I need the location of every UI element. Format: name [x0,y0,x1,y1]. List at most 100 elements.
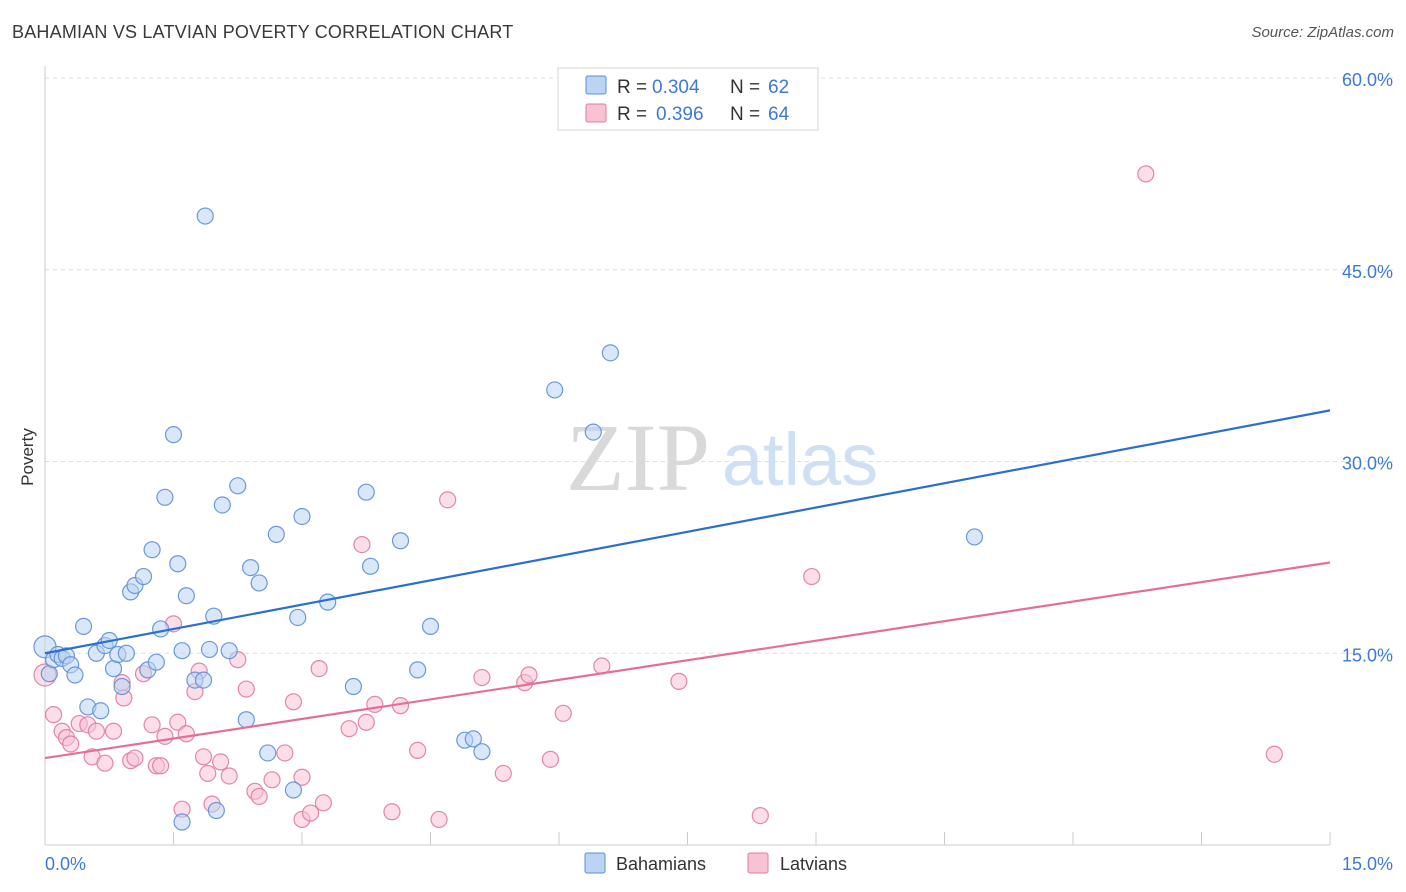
point-latvians [670,672,688,690]
point-bahamians [200,640,219,659]
point-latvians [1137,165,1155,183]
point-bahamians [965,528,984,546]
point-bahamians [267,525,285,543]
legend-r-value-bahamians: 0.304 [652,77,700,98]
series-legend-swatch-latvians [747,852,769,874]
point-latvians [143,716,161,734]
point-bahamians [113,677,131,696]
point-latvians [220,767,238,785]
legend-swatch-latvians [585,103,607,123]
point-latvians [104,722,123,740]
series-legend-swatch-bahamians [584,852,606,874]
point-latvians [212,753,230,771]
point-bahamians [421,617,440,636]
point-latvians [383,803,401,821]
legend-n-label: N = [730,77,760,98]
point-bahamians [391,532,410,550]
series-legend-label-bahamians: Bahamians [616,854,706,874]
y-tick-label: 60.0% [1342,70,1393,90]
point-latvians [96,754,114,772]
point-bahamians [74,617,93,636]
point-bahamians [152,620,170,638]
y-axis-label: Poverty [18,428,37,486]
point-bahamians [344,677,362,696]
point-bahamians [473,743,491,761]
legend-n-value-bahamians: 62 [768,77,789,98]
point-latvians [520,666,538,684]
point-bahamians [409,661,427,679]
x-axis-tick-labels: 0.0% 15.0% [45,854,1393,874]
point-latvians [301,804,320,822]
trend-lines [44,409,1331,760]
watermark-zip: ZIP [566,404,710,511]
point-latvians [366,695,384,713]
point-bahamians [237,711,255,729]
watermark-atlas: atlas [722,418,878,501]
point-latvians [494,764,512,783]
point-latvians [430,810,448,829]
point-latvians [250,787,268,806]
x-tick-label: 0.0% [45,854,86,874]
point-latvians [310,659,328,678]
x-tick-label: 15.0% [1342,854,1393,874]
point-bahamians [66,666,84,684]
x-axis-ticks [44,832,1331,845]
point-latvians [284,693,303,711]
point-latvians [314,794,333,812]
point-latvians [44,706,63,724]
legend-swatch-bahamians [585,75,607,95]
point-bahamians [259,744,277,762]
point-bahamians [220,642,238,660]
legend-r-label: R = [617,104,647,125]
point-bahamians [92,702,110,720]
point-bahamians [357,483,375,501]
point-latvians [152,757,170,775]
point-latvians [169,713,187,731]
point-latvians [751,806,769,825]
point-bahamians [289,608,307,627]
point-bahamians [164,426,183,444]
point-latvians [156,727,174,745]
point-bahamians [147,653,165,671]
series-legend-label-latvians: Latvians [780,854,847,874]
point-latvians [177,725,195,743]
point-latvians [803,567,821,586]
point-bahamians [134,567,153,586]
point-latvians [194,748,213,766]
point-latvians [62,735,80,753]
y-tick-label: 30.0% [1342,454,1393,474]
trend-line-latvians [44,561,1331,760]
point-bahamians [584,423,602,441]
point-bahamians [229,477,247,495]
point-latvians [199,764,217,783]
point-bahamians [207,801,225,820]
point-bahamians [173,642,191,660]
point-bahamians [242,559,260,577]
point-bahamians [361,557,380,575]
point-bahamians [213,496,231,514]
y-tick-label: 45.0% [1342,262,1393,282]
y-axis-tick-labels: 15.0% 30.0% 45.0% 60.0% [1342,70,1393,665]
point-latvians [439,491,457,509]
series-legend: Bahamians Latvians [584,852,847,874]
point-bahamians [177,587,195,605]
point-bahamians [173,813,191,831]
point-bahamians [156,488,174,506]
point-latvians [126,749,144,767]
source-credit: Source: ZipAtlas.com [1251,24,1394,41]
point-bahamians [293,507,311,526]
point-latvians [87,722,106,740]
legend-r-label: R = [617,77,647,98]
legend-n-label: N = [730,104,760,125]
point-bahamians [194,671,213,689]
point-bahamians [196,207,214,225]
point-latvians [276,744,294,762]
point-bahamians [117,644,135,662]
point-bahamians [546,381,564,399]
point-latvians [357,713,375,731]
point-bahamians [284,781,303,799]
legend-n-value-latvians: 64 [768,104,790,125]
point-latvians [293,768,311,786]
point-latvians [237,680,255,698]
